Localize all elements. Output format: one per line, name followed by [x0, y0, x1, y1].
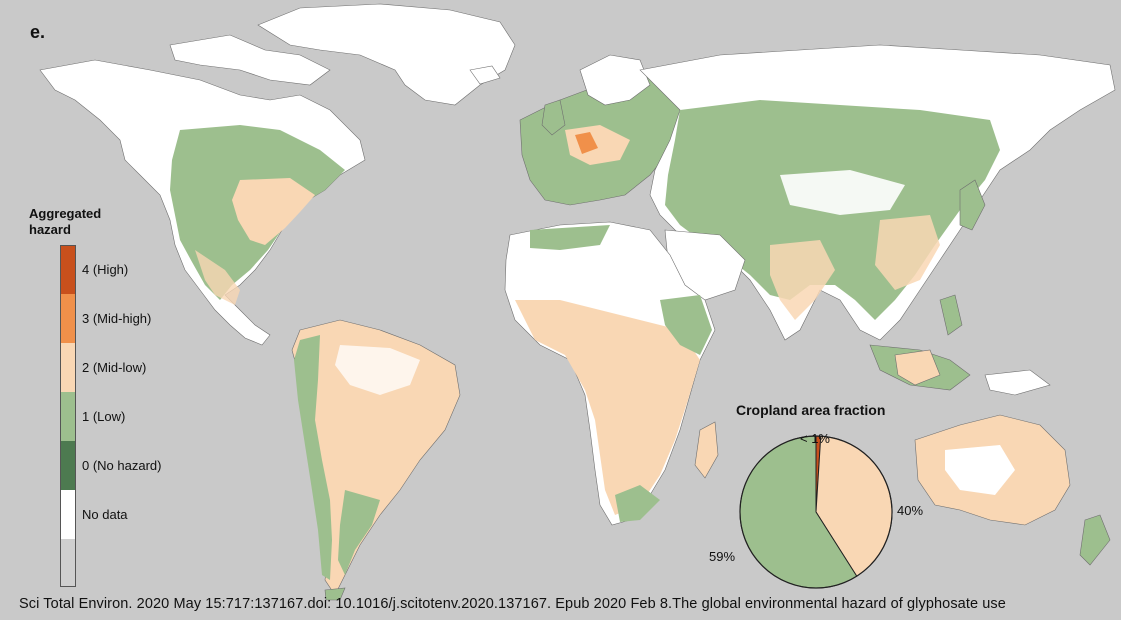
crop-amazon-white [335, 345, 420, 395]
cropland-pie-chart [739, 435, 893, 589]
legend-label-no-data: No data [82, 507, 128, 522]
crop-europe-high [575, 132, 598, 154]
land-canadian-arctic [169, 34, 331, 86]
legend-swatch-no-hazard [60, 441, 76, 490]
legend-label-mid-high: 3 (Mid-high) [82, 311, 152, 326]
crop-africa-orange [515, 300, 700, 515]
legend-swatch-mid-low [60, 343, 76, 392]
legend-swatch-mid-high [60, 294, 76, 343]
crop-mexico [195, 250, 240, 305]
land-philippines [939, 294, 963, 336]
pie-outline [739, 435, 893, 589]
pie-label-high: < 1% [800, 431, 830, 446]
pie-label-low: 59% [709, 549, 736, 564]
panel-label: e. [30, 22, 46, 42]
land-greenland [257, 3, 516, 106]
land-uk [541, 99, 566, 136]
land-tierra-del-fuego [324, 587, 346, 601]
crop-north-america-orange [232, 178, 315, 245]
legend-swatch-low [60, 392, 76, 441]
citation: Sci Total Environ. 2020 May 15:717:13716… [19, 596, 1006, 612]
land-iceland [469, 65, 501, 85]
pie-label-mid-low: 40% [897, 503, 924, 518]
crop-india-orange [770, 240, 835, 320]
pie-title: Cropland area fraction [736, 402, 886, 418]
legend-label-mid-low: 2 (Mid-low) [82, 360, 147, 375]
legend-label-low: 1 (Low) [82, 409, 126, 424]
crop-central-asia-white [780, 170, 905, 215]
crop-south-america-green-west [294, 335, 332, 580]
legend-colorbar [60, 245, 76, 587]
legend-swatch-high [60, 245, 76, 294]
crop-africa-green-south [615, 485, 660, 522]
legend-label-no-hazard: 0 (No hazard) [82, 458, 162, 473]
crop-south-america-green-south [338, 490, 380, 575]
crop-africa-green-east [660, 295, 712, 355]
land-japan [959, 179, 986, 231]
legend-swatch-ocean [60, 539, 76, 587]
land-scandinavia [579, 54, 651, 106]
crop-maghreb-green [530, 225, 610, 250]
land-madagascar [694, 421, 719, 479]
crop-australia-white [945, 445, 1015, 495]
legend-title: Aggregated hazard [29, 206, 102, 237]
legend-label-high: 4 (High) [82, 262, 129, 277]
land-new-guinea [984, 369, 1051, 396]
legend-swatch-no-data [60, 490, 76, 539]
crop-china-orange [875, 215, 940, 290]
land-new-zealand [1079, 514, 1111, 566]
land-borneo [894, 349, 941, 386]
